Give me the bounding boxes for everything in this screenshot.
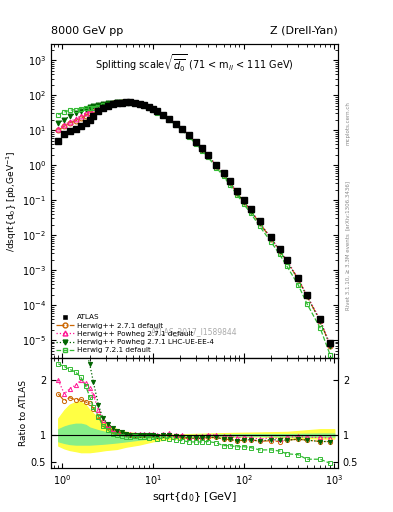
Text: Z (Drell-Yan): Z (Drell-Yan) [270,26,338,36]
Y-axis label: Ratio to ATLAS: Ratio to ATLAS [19,380,28,446]
Text: [arXiv:1306.3436]: [arXiv:1306.3436] [345,180,350,230]
Text: 8000 GeV pp: 8000 GeV pp [51,26,123,36]
Text: Splitting scale$\sqrt{\overline{d_0}}$ (71 < m$_{\mathit{ll}}$ < 111 GeV): Splitting scale$\sqrt{\overline{d_0}}$ (… [95,53,294,74]
Text: Rivet 3.1.10, ≥ 3.3M events: Rivet 3.1.10, ≥ 3.3M events [345,233,350,310]
X-axis label: sqrt{d$_0$} [GeV]: sqrt{d$_0$} [GeV] [152,490,237,504]
Text: mcplots.cern.ch: mcplots.cern.ch [345,101,350,145]
Y-axis label: d$\sigma$
/dsqrt{d$_0$} [pb,GeV$^{-1}$]: d$\sigma$ /dsqrt{d$_0$} [pb,GeV$^{-1}$] [0,150,19,252]
Text: ATLAS_2017_I1589844: ATLAS_2017_I1589844 [151,327,238,336]
Legend: ATLAS, Herwig++ 2.7.1 default, Herwig++ Powheg 2.7.1 default, Herwig++ Powheg 2.: ATLAS, Herwig++ 2.7.1 default, Herwig++ … [55,313,215,355]
